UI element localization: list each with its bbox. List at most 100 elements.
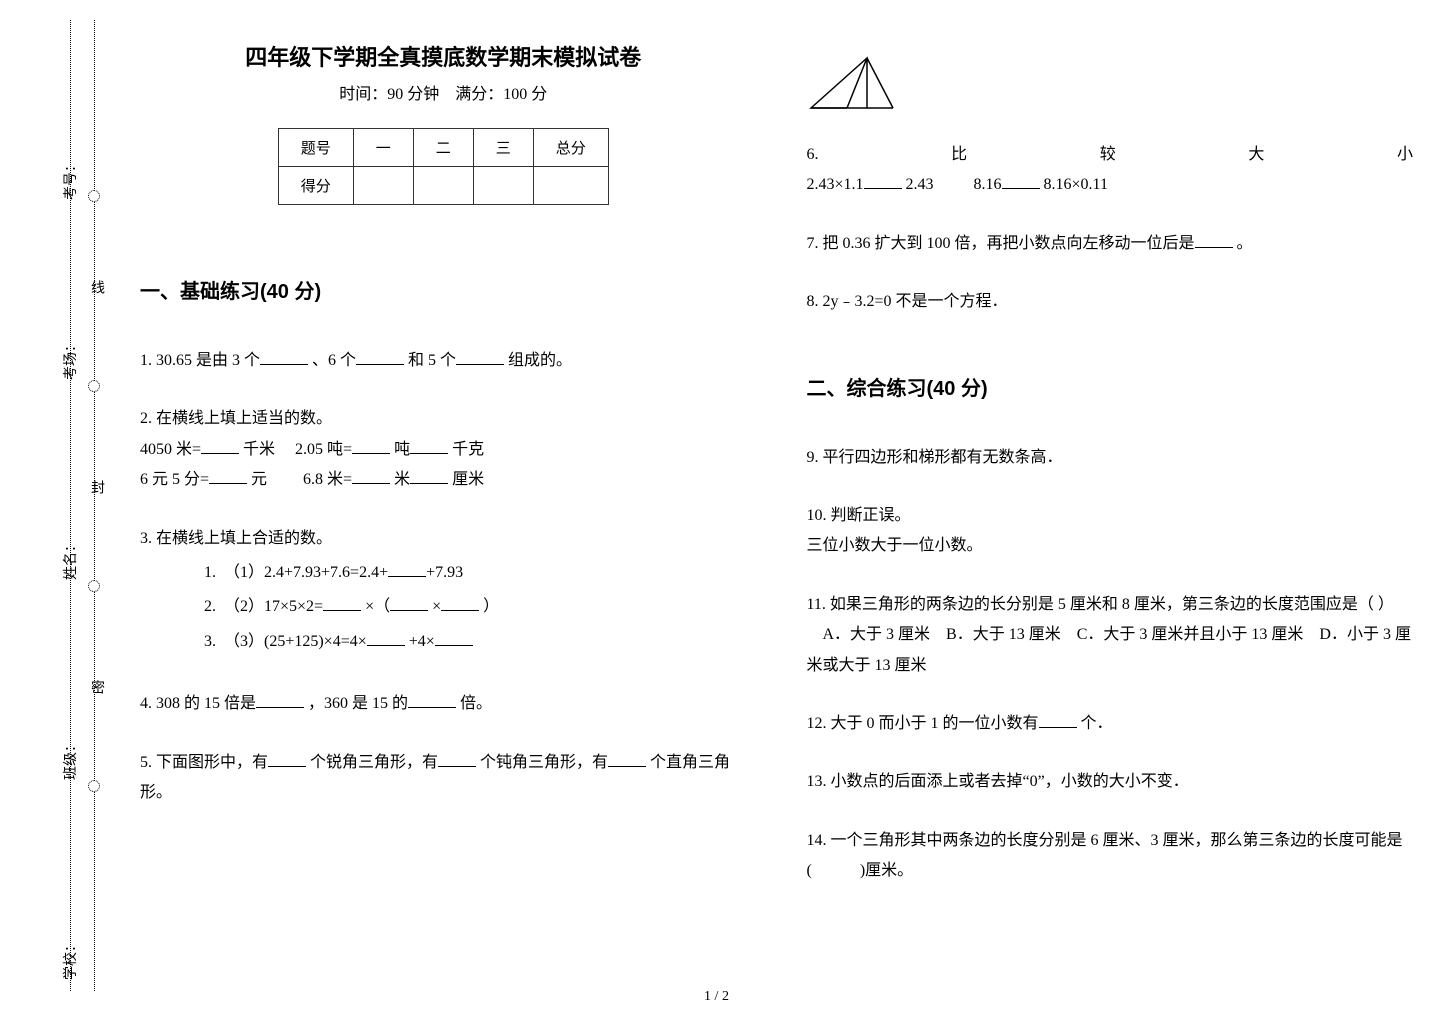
q12-text: 个． <box>1081 715 1113 732</box>
score-cell[interactable] <box>353 167 413 205</box>
blank[interactable] <box>456 349 504 365</box>
q6-text: 较 <box>1100 140 1116 170</box>
side-field-number: 考号： <box>60 158 80 200</box>
blank[interactable] <box>388 561 426 577</box>
q6-text: 2.43 <box>906 176 934 193</box>
q3-text: （2）17×5×2= <box>224 598 323 615</box>
q11-options: A．大于 3 厘米 B．大于 13 厘米 C．大于 3 厘米并且小于 13 厘米… <box>807 620 1414 681</box>
q1: 1. 30.65 是由 3 个 、6 个 和 5 个 组成的。 <box>140 346 747 376</box>
q5-figure <box>807 54 1414 112</box>
q3-num: 2. <box>204 598 216 615</box>
q7-text: 。 <box>1237 235 1253 252</box>
blank[interactable] <box>323 595 361 611</box>
q6-text: 8.16×0.11 <box>1044 176 1108 193</box>
q2-text: 米 <box>394 471 410 488</box>
left-column: 四年级下学期全真摸底数学期末模拟试卷 时间：90 分钟 满分：100 分 题号 … <box>140 40 747 971</box>
q11-stem: 11. 如果三角形的两条边的长分别是 5 厘米和 8 厘米，第三条边的长度范围应… <box>807 590 1414 620</box>
q9: 9. 平行四边形和梯形都有无数条高． <box>807 443 1414 473</box>
fold-circle <box>88 190 100 202</box>
side-field-name: 姓名： <box>60 538 80 580</box>
blank[interactable] <box>1002 173 1040 189</box>
q3-text: （1）2.4+7.93+7.6=2.4+ <box>224 564 388 581</box>
seal-label: 密 <box>86 680 106 698</box>
q2-text: 千米 <box>243 441 275 458</box>
q4: 4. 308 的 15 倍是 ，360 是 15 的 倍。 <box>140 689 747 719</box>
section-1-heading: 一、基础练习(40 分) <box>140 275 747 304</box>
q3-text: ） <box>483 598 499 615</box>
seal-label: 线 <box>86 280 106 298</box>
q6-text: 8.16 <box>974 176 1002 193</box>
blank[interactable] <box>410 468 448 484</box>
q1-text: 和 5 个 <box>408 352 456 369</box>
q2-text: 2.05 吨= <box>295 441 352 458</box>
q5-text: 5. 下面图形中，有 <box>140 754 268 771</box>
score-cell[interactable] <box>533 167 608 205</box>
q5-text: 个钝角三角形，有 <box>480 754 608 771</box>
q2-text: 厘米 <box>452 471 484 488</box>
fold-circle <box>88 780 100 792</box>
q8: 8. 2y﹣3.2=0 不是一个方程． <box>807 287 1414 317</box>
blank[interactable] <box>408 692 456 708</box>
q6: 6. 比 较 大 小 2.43×1.1 2.43 8.16 8.16×0.11 <box>807 140 1414 201</box>
seal-label: 封 <box>86 480 106 498</box>
score-col: 一 <box>353 129 413 167</box>
q4-text: ，360 是 15 的 <box>308 695 408 712</box>
q14: 14. 一个三角形其中两条边的长度分别是 6 厘米、3 厘米，那么第三条边的长度… <box>807 826 1414 887</box>
score-col: 二 <box>413 129 473 167</box>
blank[interactable] <box>268 751 306 767</box>
blank[interactable] <box>367 630 405 646</box>
q13: 13. 小数点的后面添上或者去掉“0”，小数的大小不变． <box>807 767 1414 797</box>
blank[interactable] <box>410 438 448 454</box>
q2-text: 6.8 米= <box>303 471 352 488</box>
binding-rail: 线 封 密 学校： 班级： 姓名： 考场： 考号： <box>40 20 100 991</box>
side-field-class: 班级： <box>60 738 80 780</box>
q12: 12. 大于 0 而小于 1 的一位小数有 个． <box>807 709 1414 739</box>
blank[interactable] <box>864 173 902 189</box>
score-cell[interactable] <box>413 167 473 205</box>
q3-num: 1. <box>204 564 216 581</box>
side-field-school: 学校： <box>60 938 80 980</box>
blank[interactable] <box>256 692 304 708</box>
dotted-line-outer <box>94 20 95 991</box>
q6-text: 比 <box>951 140 967 170</box>
blank[interactable] <box>201 438 239 454</box>
blank[interactable] <box>438 751 476 767</box>
blank[interactable] <box>390 595 428 611</box>
q2: 2. 在横线上填上适当的数。 4050 米= 千米 2.05 吨= 吨 千克 6… <box>140 404 747 495</box>
q3-stem: 3. 在横线上填上合适的数。 <box>140 524 747 554</box>
fold-circle <box>88 380 100 392</box>
q5-text: 个锐角三角形，有 <box>310 754 438 771</box>
q1-text: 1. 30.65 是由 3 个 <box>140 352 260 369</box>
blank[interactable] <box>441 595 479 611</box>
exam-title: 四年级下学期全真摸底数学期末模拟试卷 <box>140 40 747 72</box>
q3-text: ×（ <box>365 598 390 615</box>
score-col: 总分 <box>533 129 608 167</box>
q1-text: 组成的。 <box>508 352 572 369</box>
blank[interactable] <box>352 438 390 454</box>
blank[interactable] <box>1195 232 1233 248</box>
score-row-label: 得分 <box>278 167 353 205</box>
score-cell[interactable] <box>473 167 533 205</box>
blank[interactable] <box>435 630 473 646</box>
blank[interactable] <box>209 468 247 484</box>
q4-text: 倍。 <box>460 695 492 712</box>
q12-text: 12. 大于 0 而小于 1 的一位小数有 <box>807 715 1039 732</box>
q5: 5. 下面图形中，有 个锐角三角形，有 个钝角三角形，有 个直角三角形。 <box>140 748 747 809</box>
fold-circle <box>88 580 100 592</box>
blank[interactable] <box>608 751 646 767</box>
blank[interactable] <box>1039 712 1077 728</box>
blank[interactable] <box>356 349 404 365</box>
score-col: 三 <box>473 129 533 167</box>
q2-text: 6 元 5 分= <box>140 471 209 488</box>
q6-text: 6. <box>807 140 819 170</box>
q6-text: 小 <box>1397 140 1413 170</box>
right-column: 6. 比 较 大 小 2.43×1.1 2.43 8.16 8.16×0.11 … <box>807 40 1414 971</box>
q2-text: 吨 <box>394 441 410 458</box>
q2-text: 4050 米= <box>140 441 201 458</box>
blank[interactable] <box>352 468 390 484</box>
blank[interactable] <box>260 349 308 365</box>
section-2-heading: 二、综合练习(40 分) <box>807 372 1414 401</box>
q4-text: 4. 308 的 15 倍是 <box>140 695 256 712</box>
q6-text: 大 <box>1248 140 1264 170</box>
q3: 3. 在横线上填上合适的数。 1. （1）2.4+7.93+7.6=2.4++7… <box>140 524 747 662</box>
